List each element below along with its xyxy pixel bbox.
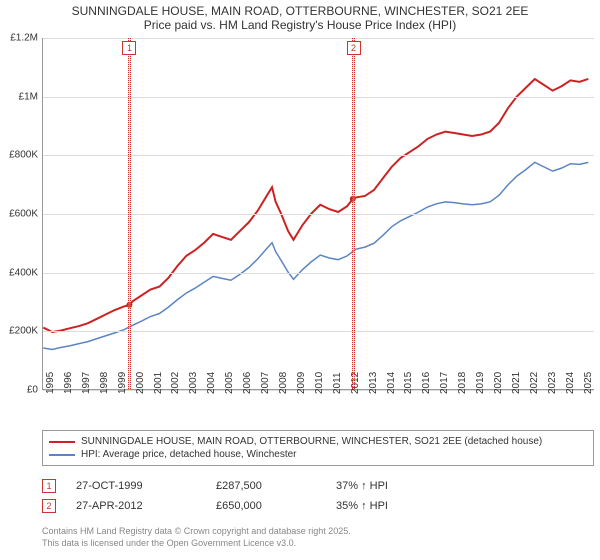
x-axis-label: 2014 [386, 372, 397, 394]
annotation-date: 27-OCT-1999 [76, 480, 196, 492]
annotation-index-box: 1 [42, 479, 56, 493]
x-axis-label: 2020 [493, 372, 504, 394]
legend-swatch [49, 441, 75, 443]
annotation-price: £287,500 [216, 480, 316, 492]
x-axis-label: 2016 [421, 372, 432, 394]
x-axis-label: 2006 [242, 372, 253, 394]
y-axis-label: £200K [9, 326, 38, 337]
x-axis-label: 2001 [153, 372, 164, 394]
annotation-row: 2 27-APR-2012 £650,000 35% ↑ HPI [42, 496, 594, 516]
footer-line2: This data is licensed under the Open Gov… [42, 538, 351, 550]
series-line-hpi [43, 162, 588, 349]
y-axis-label: £1.2M [10, 33, 38, 44]
x-axis-label: 2009 [296, 372, 307, 394]
legend-label: HPI: Average price, detached house, Winc… [81, 449, 297, 460]
x-axis-label: 2007 [260, 372, 271, 394]
chart-title-line2: Price paid vs. HM Land Registry's House … [0, 18, 600, 36]
x-axis-label: 2008 [278, 372, 289, 394]
event-marker-box: 2 [347, 41, 361, 55]
x-axis-label: 2018 [457, 372, 468, 394]
x-axis-label: 2002 [170, 372, 181, 394]
plot-area: 12 [42, 38, 594, 390]
x-axis-label: 2004 [206, 372, 217, 394]
x-axis-label: 2022 [529, 372, 540, 394]
chart-title-line1: SUNNINGDALE HOUSE, MAIN ROAD, OTTERBOURN… [0, 0, 600, 18]
x-axis-label: 2017 [439, 372, 450, 394]
y-axis-label: £0 [27, 385, 38, 396]
y-axis-label: £800K [9, 150, 38, 161]
y-axis-label: £400K [9, 267, 38, 278]
x-axis-label: 2024 [565, 372, 576, 394]
x-axis-label: 2000 [135, 372, 146, 394]
legend-label: SUNNINGDALE HOUSE, MAIN ROAD, OTTERBOURN… [81, 436, 542, 447]
x-axis-label: 2003 [188, 372, 199, 394]
annotation-date: 27-APR-2012 [76, 500, 196, 512]
x-axis-label: 1999 [117, 372, 128, 394]
x-axis-label: 2023 [547, 372, 558, 394]
legend-swatch [49, 454, 75, 456]
x-axis-label: 1997 [81, 372, 92, 394]
annotation-price: £650,000 [216, 500, 316, 512]
x-axis-label: 1998 [99, 372, 110, 394]
x-axis-label: 2015 [403, 372, 414, 394]
footer-line1: Contains HM Land Registry data © Crown c… [42, 526, 351, 538]
y-axis-label: £600K [9, 209, 38, 220]
footer: Contains HM Land Registry data © Crown c… [42, 526, 351, 549]
legend-item: SUNNINGDALE HOUSE, MAIN ROAD, OTTERBOURN… [49, 435, 587, 448]
x-axis-label: 1995 [45, 372, 56, 394]
x-axis-label: 2013 [368, 372, 379, 394]
x-axis-label: 2012 [350, 372, 361, 394]
annotation-delta: 37% ↑ HPI [336, 480, 456, 492]
x-axis-label: 2025 [583, 372, 594, 394]
event-marker-box: 1 [122, 41, 136, 55]
annotation-table: 1 27-OCT-1999 £287,500 37% ↑ HPI 2 27-AP… [42, 476, 594, 516]
x-axis-label: 2019 [475, 372, 486, 394]
x-axis-label: 2011 [332, 372, 343, 394]
x-axis-label: 2005 [224, 372, 235, 394]
x-axis-label: 2010 [314, 372, 325, 394]
annotation-delta: 35% ↑ HPI [336, 500, 456, 512]
y-axis-label: £1M [19, 91, 38, 102]
x-axis-label: 1996 [63, 372, 74, 394]
chart-container: SUNNINGDALE HOUSE, MAIN ROAD, OTTERBOURN… [0, 0, 600, 560]
annotation-row: 1 27-OCT-1999 £287,500 37% ↑ HPI [42, 476, 594, 496]
legend: SUNNINGDALE HOUSE, MAIN ROAD, OTTERBOURN… [42, 430, 594, 466]
legend-item: HPI: Average price, detached house, Winc… [49, 448, 587, 461]
annotation-index-box: 2 [42, 499, 56, 513]
x-axis-label: 2021 [511, 372, 522, 394]
series-line-property [43, 79, 588, 332]
